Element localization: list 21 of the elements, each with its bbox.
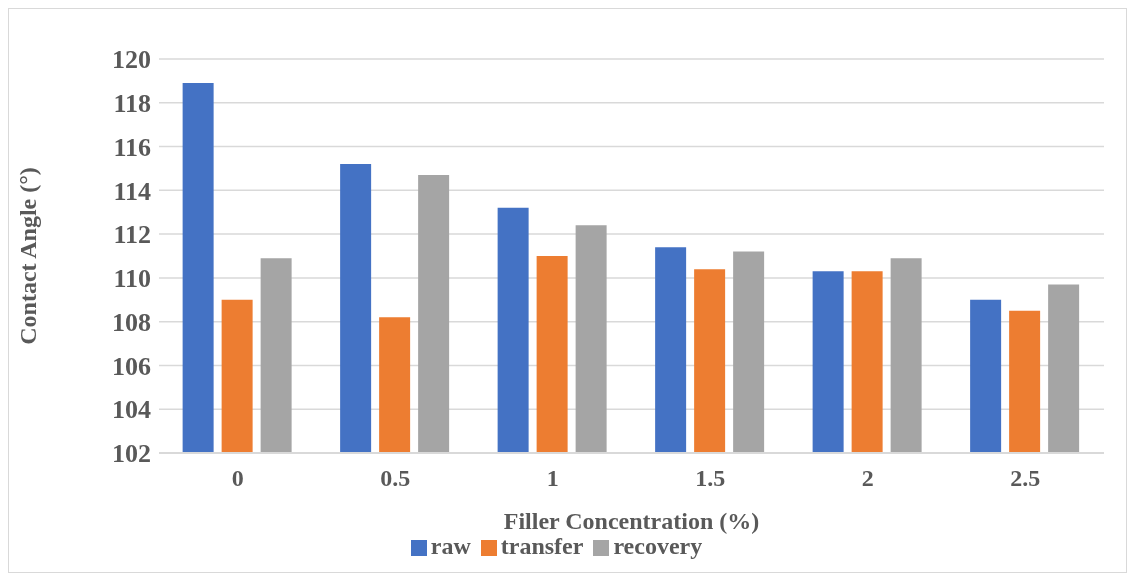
x-axis-title: Filler Concentration (%) (503, 508, 760, 534)
x-tick-label: 2 (861, 465, 874, 492)
y-tick-label: 102 (112, 439, 151, 469)
y-axis-title: Contact Angle (°) (14, 167, 41, 345)
y-tick-label: 108 (112, 307, 151, 337)
legend-label: transfer (500, 533, 584, 559)
x-tick-label: 1 (546, 465, 559, 492)
y-tick-label: 118 (113, 89, 151, 119)
y-tick-label: 114 (113, 176, 151, 206)
y-tick-label: 104 (112, 395, 151, 425)
y-tick-label: 120 (112, 45, 151, 75)
y-tick-label: 106 (112, 351, 151, 381)
x-tick-label: 2.5 (1010, 465, 1041, 492)
x-tick-label: 0 (231, 465, 244, 492)
x-tick-label: 1.5 (695, 465, 726, 492)
y-tick-label: 112 (113, 220, 151, 250)
legend-label: raw (430, 533, 471, 559)
legend-label: recovery (613, 533, 703, 559)
y-tick-label: 116 (113, 132, 151, 162)
y-tick-label: 110 (113, 264, 151, 294)
x-tick-label: 0.5 (380, 465, 411, 492)
